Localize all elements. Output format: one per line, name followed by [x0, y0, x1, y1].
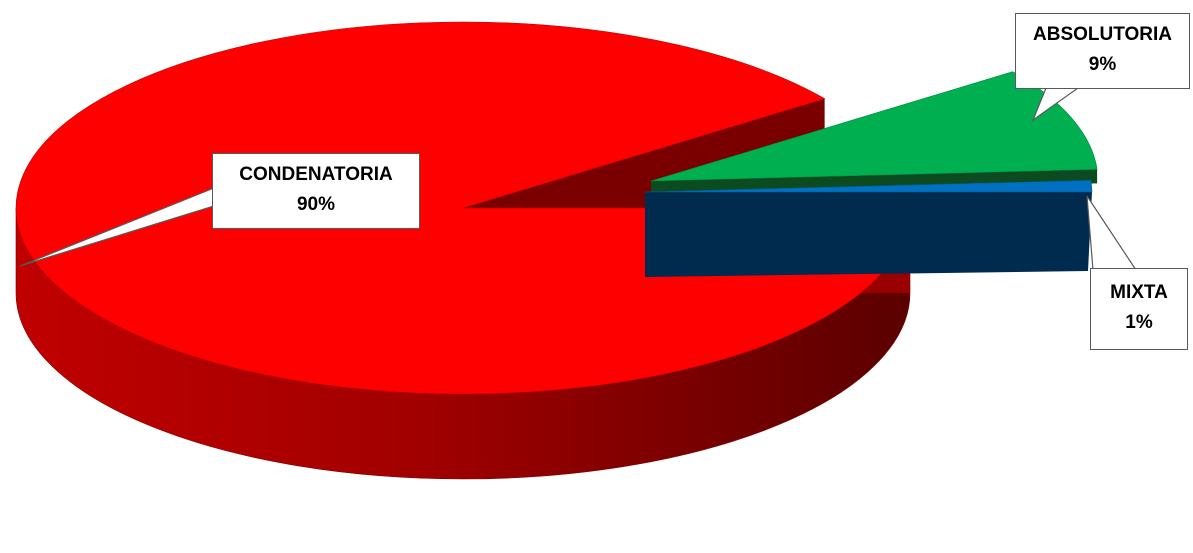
slice-value-absolutoria: 9% [1088, 54, 1117, 75]
slice-value-condenatoria: 90% [296, 194, 336, 215]
data-label-mixta: MIXTA 1% [1090, 268, 1188, 350]
slice-mixta [644, 180, 1093, 193]
slice-condenatoria [15, 21, 911, 395]
slice-label-mixta: MIXTA [1110, 282, 1168, 303]
slice-label-absolutoria: ABSOLUTORIA [1033, 24, 1172, 45]
slice-value-mixta: 1% [1125, 312, 1153, 333]
slice-side-absolutoria [651, 169, 1098, 195]
data-label-absolutoria: ABSOLUTORIA 9% [1015, 13, 1190, 89]
data-label-condenatoria: CONDENATORIA 90% [212, 153, 420, 229]
slice-side-mixta [645, 192, 1092, 277]
leader-line-mixta [1086, 195, 1138, 271]
slice-label-condenatoria: CONDENATORIA [239, 164, 393, 185]
